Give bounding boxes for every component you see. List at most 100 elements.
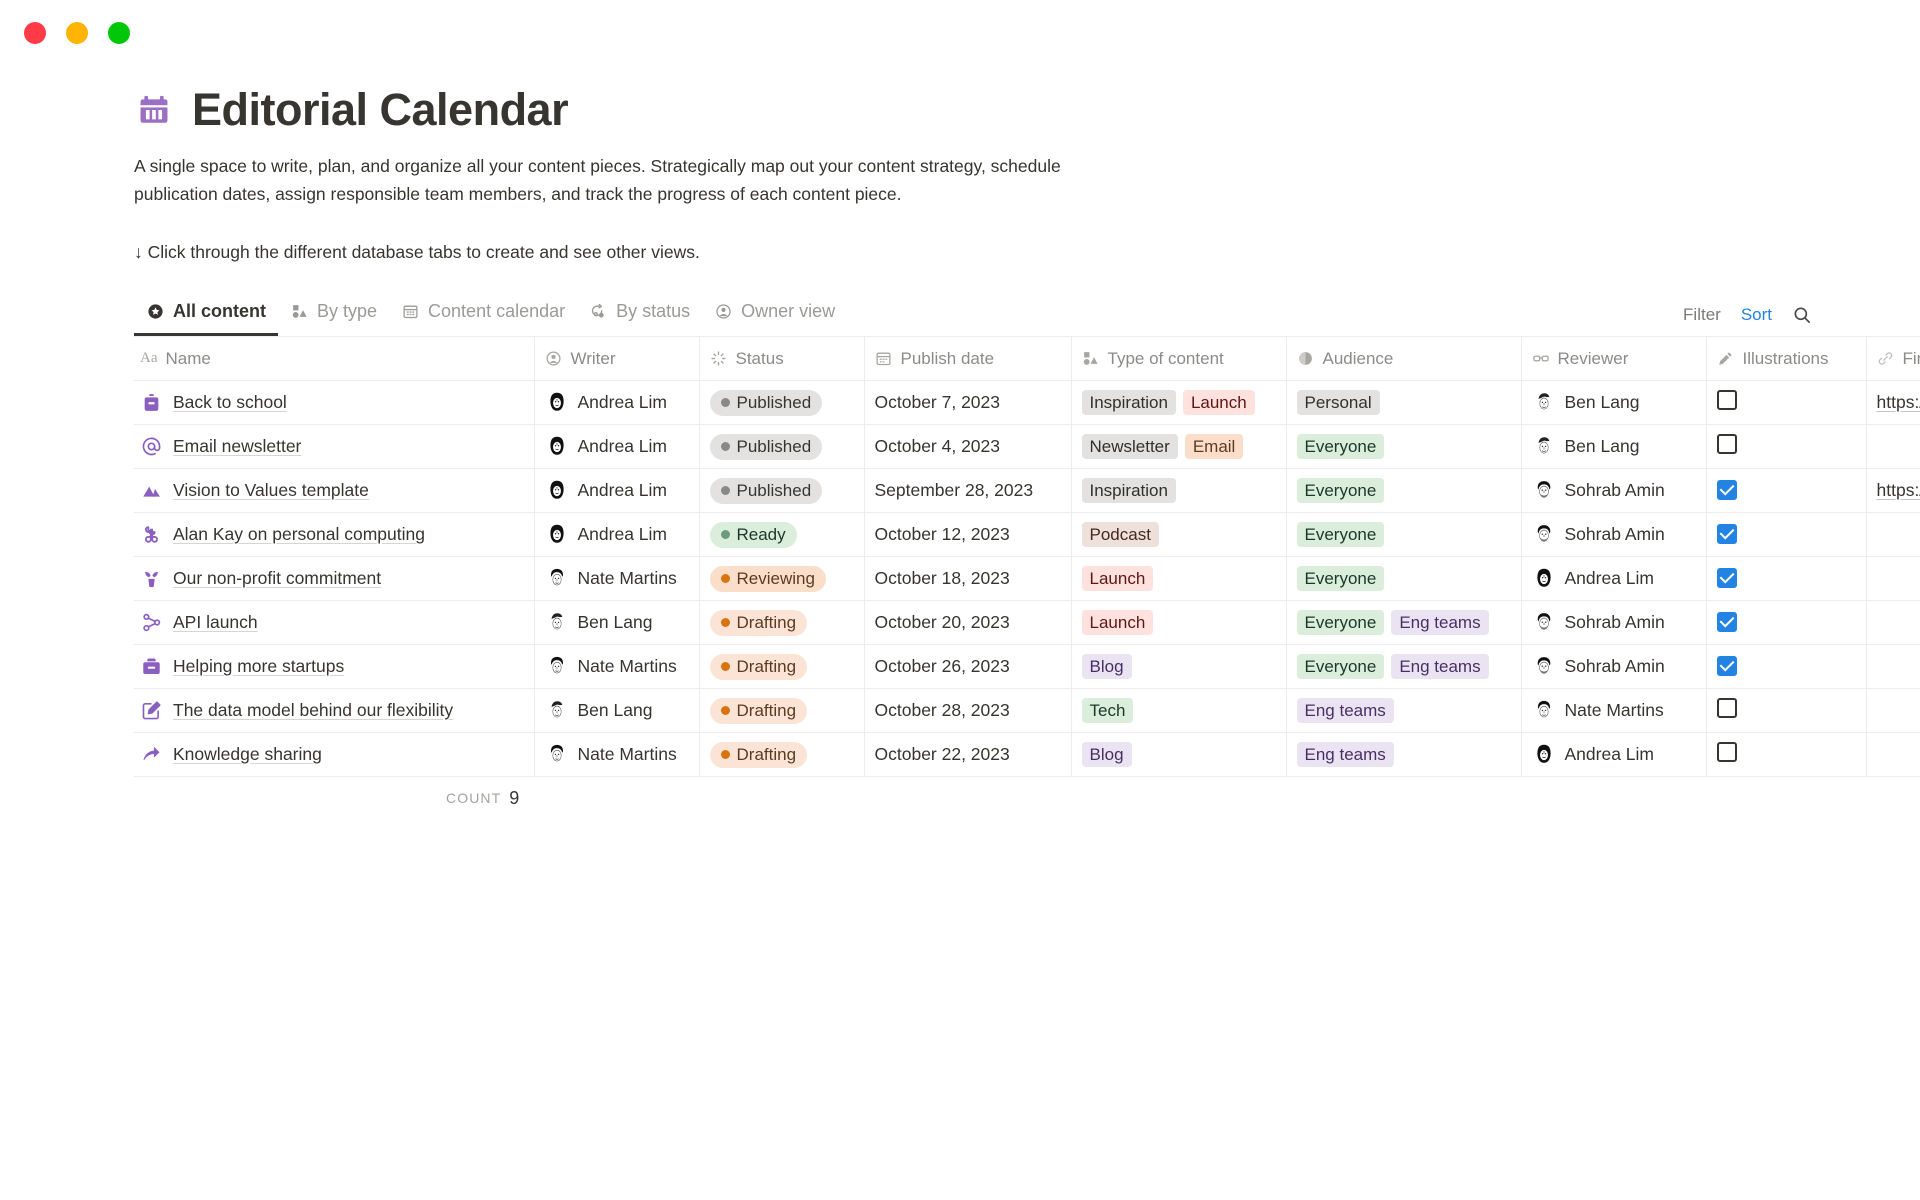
cell-final[interactable] <box>1866 512 1920 557</box>
maximize-window-button[interactable] <box>108 22 130 44</box>
cell-name[interactable]: Knowledge sharing <box>134 732 535 777</box>
cell-writer[interactable]: Andrea Lim <box>534 468 700 513</box>
row-title-link[interactable]: Helping more startups <box>173 656 345 676</box>
cell-audience[interactable]: Everyone <box>1286 512 1522 557</box>
illustrations-checkbox[interactable] <box>1716 698 1737 718</box>
cell-reviewer[interactable]: Andrea Lim <box>1521 556 1707 601</box>
tag[interactable]: Inspiration <box>1081 390 1176 415</box>
minimize-window-button[interactable] <box>66 22 88 44</box>
tag[interactable]: Inspiration <box>1081 478 1176 503</box>
cell-status[interactable]: Published <box>699 380 865 425</box>
cell-status[interactable]: Drafting <box>699 600 865 645</box>
illustrations-checkbox[interactable] <box>1716 567 1737 588</box>
cell-reviewer[interactable]: Sohrab Amin <box>1521 600 1707 645</box>
cell-name[interactable]: Helping more startups <box>134 644 535 689</box>
cell-final[interactable] <box>1866 644 1920 689</box>
cell-audience[interactable]: Everyone Eng teams <box>1286 644 1522 689</box>
cell-name[interactable]: API launch <box>134 600 535 645</box>
row-title-link[interactable]: Back to school <box>173 392 287 412</box>
tag[interactable]: Tech <box>1081 698 1134 723</box>
final-link[interactable]: https://w <box>1876 392 1920 412</box>
table-row[interactable]: API launch Ben Lang Drafting October 20, 20… <box>134 600 1920 645</box>
cell-status[interactable]: Ready <box>699 512 865 557</box>
cell-publish-date[interactable]: October 20, 2023 <box>864 600 1072 645</box>
row-title-link[interactable]: API launch <box>173 612 258 632</box>
sort-button[interactable]: Sort <box>1740 305 1772 324</box>
cell-writer[interactable]: Andrea Lim <box>534 380 700 425</box>
tag[interactable]: Blog <box>1081 654 1132 679</box>
cell-final[interactable] <box>1866 424 1920 469</box>
illustrations-checkbox[interactable] <box>1716 390 1737 410</box>
status-badge[interactable]: Published <box>709 477 823 504</box>
cell-writer[interactable]: Nate Martins <box>534 556 700 601</box>
table-row[interactable]: The data model behind our flexibility Ben… <box>134 688 1920 733</box>
table-row[interactable]: Knowledge sharing Nate Martins Drafting Oct… <box>134 732 1920 777</box>
cell-reviewer[interactable]: Sohrab Amin <box>1521 512 1707 557</box>
tab-by-status[interactable]: By status <box>577 301 702 336</box>
row-title-link[interactable]: Knowledge sharing <box>173 744 322 764</box>
cell-name[interactable]: Our non-profit commitment <box>134 556 535 601</box>
illustrations-checkbox[interactable] <box>1716 655 1737 676</box>
cell-writer[interactable]: Ben Lang <box>534 600 700 645</box>
cell-type-of-content[interactable]: Podcast <box>1071 512 1287 557</box>
tag[interactable]: Launch <box>1081 610 1154 635</box>
cell-type-of-content[interactable]: Inspiration <box>1071 468 1287 513</box>
tag[interactable]: Eng teams <box>1296 698 1394 723</box>
tag[interactable]: Newsletter <box>1081 434 1178 459</box>
cell-status[interactable]: Published <box>699 424 865 469</box>
cell-reviewer[interactable]: Ben Lang <box>1521 424 1707 469</box>
cell-reviewer[interactable]: Ben Lang <box>1521 380 1707 425</box>
status-badge[interactable]: Drafting <box>709 741 808 768</box>
status-badge[interactable]: Published <box>709 389 823 416</box>
cell-type-of-content[interactable]: Launch <box>1071 600 1287 645</box>
tab-content-calendar[interactable]: Content calendar <box>389 301 577 336</box>
cell-name[interactable]: Back to school <box>134 380 535 425</box>
cell-name[interactable]: Vision to Values template <box>134 468 535 513</box>
tag[interactable]: Eng teams <box>1391 654 1489 679</box>
column-header-final[interactable]: Final <box>1866 336 1920 381</box>
status-badge[interactable]: Published <box>709 433 823 460</box>
tag[interactable]: Everyone <box>1296 478 1385 503</box>
column-header-illustrations[interactable]: Illustrations <box>1706 336 1867 381</box>
cell-illustrations[interactable] <box>1706 380 1867 425</box>
cell-illustrations[interactable] <box>1706 644 1867 689</box>
cell-reviewer[interactable]: Nate Martins <box>1521 688 1707 733</box>
table-row[interactable]: Helping more startups Nate Martins Draftin… <box>134 644 1920 689</box>
cell-illustrations[interactable] <box>1706 424 1867 469</box>
status-badge[interactable]: Reviewing <box>709 565 826 592</box>
column-header-audience[interactable]: Audience <box>1286 336 1522 381</box>
cell-type-of-content[interactable]: Launch <box>1071 556 1287 601</box>
cell-publish-date[interactable]: September 28, 2023 <box>864 468 1072 513</box>
table-row[interactable]: Our non-profit commitment Nate Martins Rev… <box>134 556 1920 601</box>
cell-final[interactable]: https://w <box>1866 468 1920 513</box>
cell-final[interactable] <box>1866 732 1920 777</box>
tag[interactable]: Podcast <box>1081 522 1159 547</box>
cell-publish-date[interactable]: October 26, 2023 <box>864 644 1072 689</box>
tag[interactable]: Everyone <box>1296 610 1385 635</box>
column-header-name[interactable]: Aa Name <box>134 336 535 381</box>
cell-illustrations[interactable] <box>1706 512 1867 557</box>
status-badge[interactable]: Drafting <box>709 653 808 680</box>
table-row[interactable]: Back to school Andrea Lim Published October… <box>134 380 1920 425</box>
filter-button[interactable]: Filter <box>1683 305 1721 324</box>
cell-writer[interactable]: Andrea Lim <box>534 424 700 469</box>
tag[interactable]: Launch <box>1081 566 1154 591</box>
illustrations-checkbox[interactable] <box>1716 742 1737 762</box>
tag[interactable]: Email <box>1184 434 1244 459</box>
cell-status[interactable]: Drafting <box>699 732 865 777</box>
illustrations-checkbox[interactable] <box>1716 611 1737 632</box>
illustrations-checkbox[interactable] <box>1716 479 1737 500</box>
cell-name[interactable]: Alan Kay on personal computing <box>134 512 535 557</box>
cell-illustrations[interactable] <box>1706 688 1867 733</box>
status-badge[interactable]: Drafting <box>709 609 808 636</box>
tag[interactable]: Everyone <box>1296 434 1385 459</box>
cell-final[interactable] <box>1866 600 1920 645</box>
cell-reviewer[interactable]: Andrea Lim <box>1521 732 1707 777</box>
cell-type-of-content[interactable]: Blog <box>1071 732 1287 777</box>
table-row[interactable]: Alan Kay on personal computing Andrea Lim… <box>134 512 1920 557</box>
cell-publish-date[interactable]: October 18, 2023 <box>864 556 1072 601</box>
cell-final[interactable]: https://w <box>1866 380 1920 425</box>
tag[interactable]: Eng teams <box>1391 610 1489 635</box>
column-header-reviewer[interactable]: Reviewer <box>1521 336 1707 381</box>
cell-illustrations[interactable] <box>1706 468 1867 513</box>
